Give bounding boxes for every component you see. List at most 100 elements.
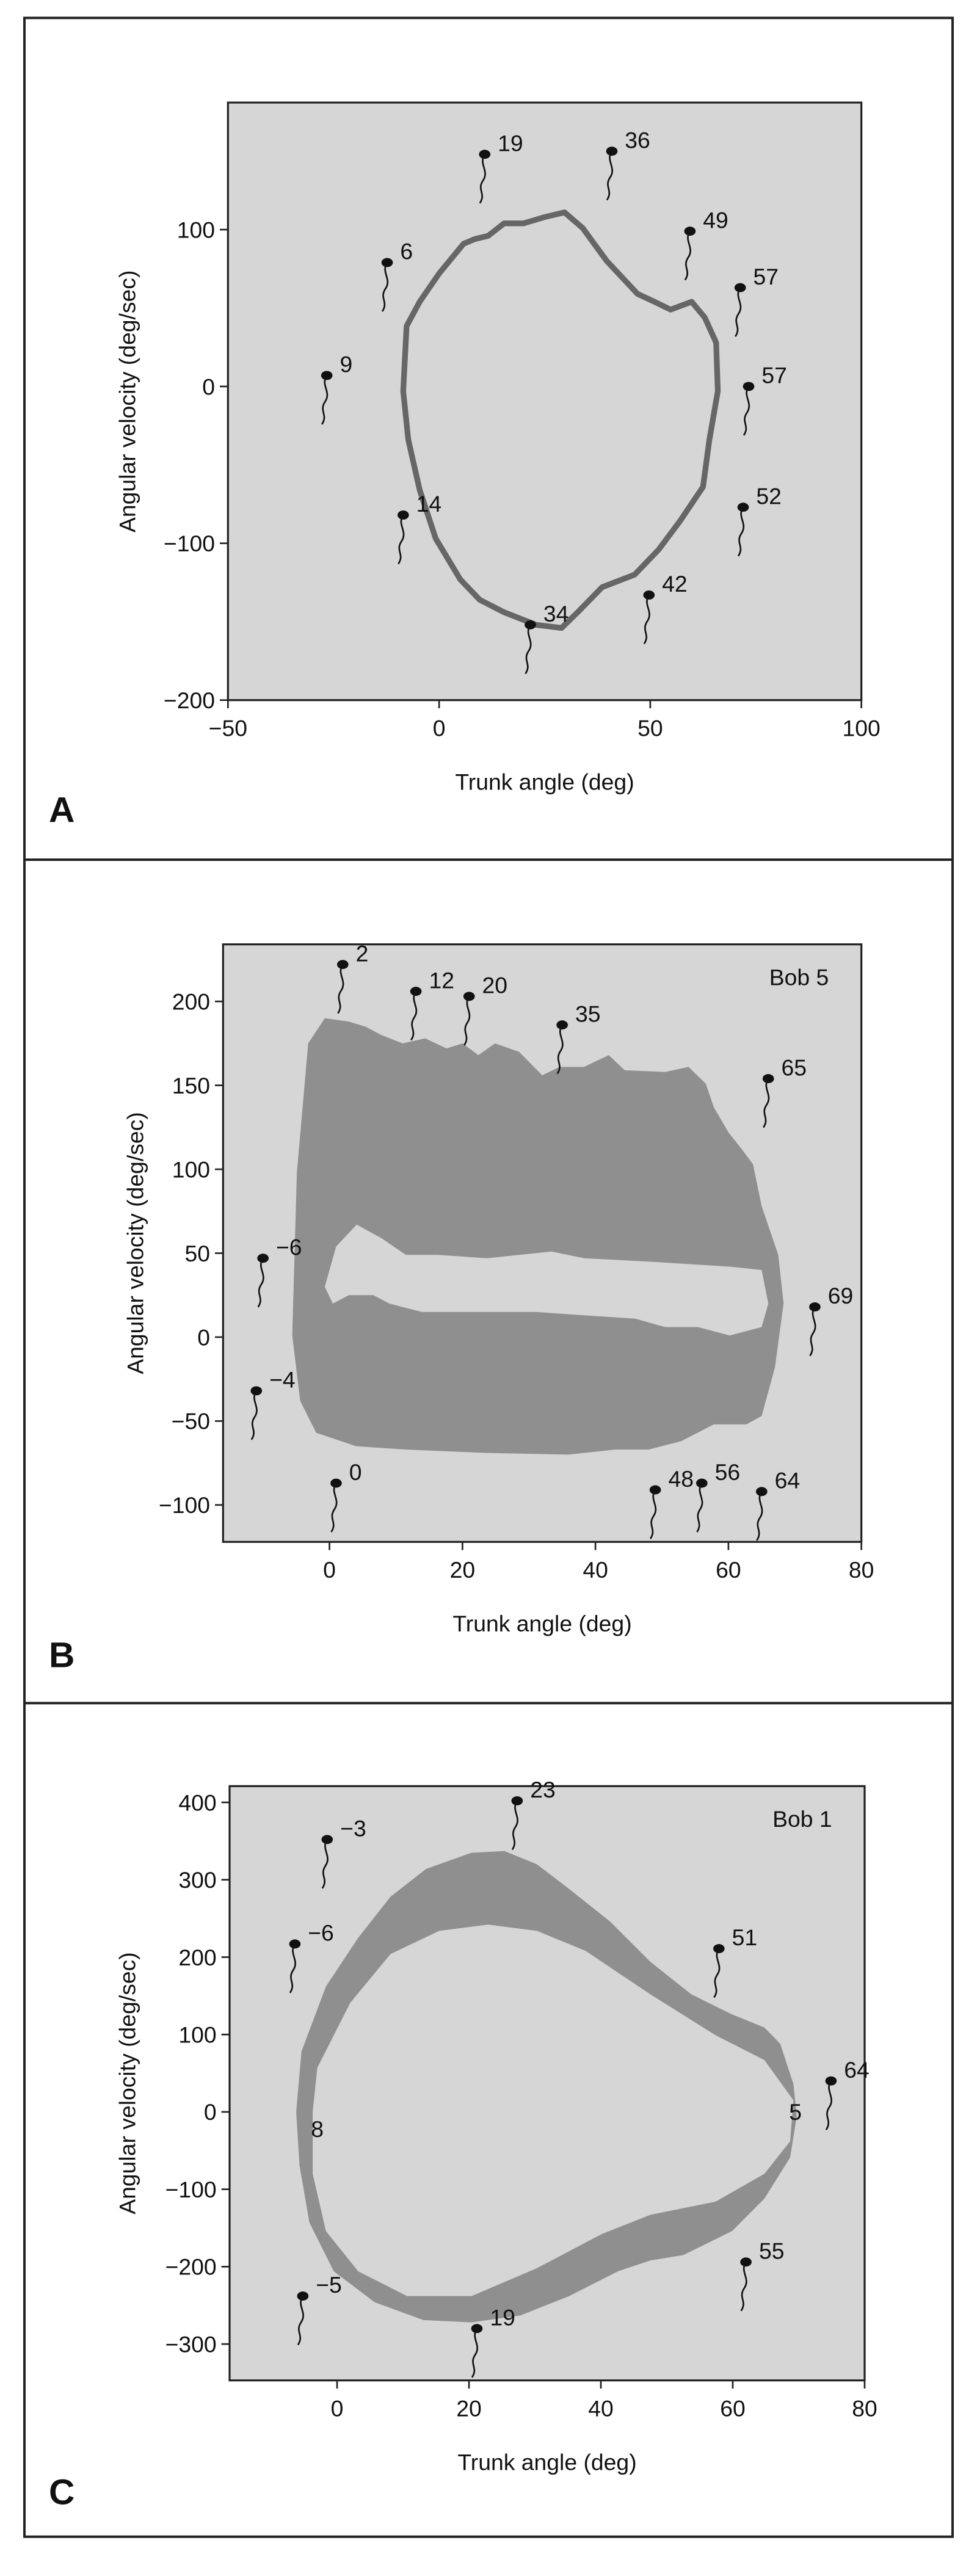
x-tick-label: 40 — [588, 2395, 614, 2421]
marker-tail — [398, 514, 405, 565]
marker-dot — [463, 992, 475, 1001]
y-tick-label: 100 — [178, 2022, 216, 2047]
marker-label: 64 — [775, 1468, 801, 1493]
marker-tail — [763, 1078, 770, 1128]
phase-band-hole — [313, 1925, 794, 2296]
marker-tail — [606, 150, 614, 201]
marker-dot — [825, 2076, 837, 2086]
marker-dot — [381, 258, 393, 267]
marker-dot — [525, 620, 536, 629]
marker-dot — [511, 1796, 523, 1805]
marker-dot — [713, 1944, 725, 1953]
marker-tail — [321, 1839, 329, 1889]
marker-label: 69 — [828, 1283, 854, 1308]
x-tick-label: 80 — [852, 2395, 877, 2421]
y-tick-label: 150 — [172, 1073, 210, 1098]
marker-dot — [321, 1835, 333, 1845]
marker-dot — [250, 1386, 263, 1396]
marker-tail — [410, 990, 418, 1041]
marker-dot — [330, 1478, 342, 1488]
panel-letter: C — [49, 2472, 74, 2512]
y-tick-label: 100 — [177, 217, 215, 242]
marker-label: 0 — [349, 1459, 362, 1485]
marker-dot — [289, 1939, 301, 1949]
marker-dot — [649, 1485, 661, 1495]
chart-title: Bob 1 — [772, 1806, 832, 1832]
marker-label: 20 — [482, 973, 508, 998]
y-tick-label: 0 — [204, 2099, 217, 2125]
marker-tail — [825, 2080, 832, 2130]
x-axis-label: Trunk angle (deg) — [455, 769, 634, 794]
marker-label: 64 — [844, 2057, 870, 2083]
marker-label: 51 — [732, 1925, 758, 1950]
marker-dot — [756, 1487, 768, 1497]
marker-tail — [337, 963, 344, 1014]
marker-dot — [740, 2257, 752, 2267]
marker-label: 57 — [761, 363, 787, 388]
y-tick-label: −100 — [165, 2177, 217, 2202]
y-tick-label: −100 — [164, 531, 215, 556]
marker-tail — [250, 1390, 258, 1440]
marker-label: 56 — [715, 1459, 741, 1485]
marker-label: 36 — [625, 127, 650, 153]
marker-label: −5 — [316, 2272, 342, 2298]
y-tick-label: −200 — [164, 688, 215, 713]
marker-tail — [649, 1489, 657, 1539]
x-tick-label: 0 — [331, 2395, 344, 2421]
marker-label: −4 — [269, 1367, 296, 1393]
point-label: 5 — [789, 2099, 802, 2125]
y-tick-label: 300 — [178, 1867, 216, 1893]
marker-tail — [511, 1800, 518, 1851]
marker-label: 55 — [759, 2238, 785, 2263]
marker-label: 9 — [340, 352, 352, 377]
marker-label: 65 — [782, 1054, 807, 1080]
panel-letter: A — [49, 791, 74, 830]
marker-tail — [330, 1482, 338, 1533]
x-tick-label: 60 — [720, 2395, 746, 2421]
marker-dot — [479, 150, 491, 159]
marker-label: 19 — [490, 2304, 515, 2330]
marker-label: 57 — [754, 264, 779, 289]
x-tick-label: 0 — [323, 1557, 336, 1583]
marker-tail — [684, 230, 691, 281]
marker-tail — [643, 594, 650, 645]
marker-label: 35 — [575, 1001, 601, 1026]
x-tick-label: 80 — [849, 1557, 874, 1583]
phase-band — [292, 1018, 784, 1455]
x-tick-label: 40 — [583, 1557, 608, 1583]
y-axis-label: Angular velocity (deg/sec) — [114, 1952, 140, 2214]
y-tick-label: 200 — [172, 989, 210, 1014]
x-tick-label: 50 — [637, 715, 663, 741]
y-tick-label: −50 — [172, 1409, 210, 1434]
marker-dot — [643, 590, 655, 600]
y-axis-label: Angular velocity (deg/sec) — [114, 270, 140, 532]
marker-dot — [684, 227, 696, 236]
y-tick-label: −100 — [159, 1492, 210, 1518]
marker-dot — [809, 1302, 821, 1312]
marker-tail — [479, 154, 486, 204]
chart-title: Bob 5 — [769, 964, 829, 990]
marker-dot — [696, 1478, 708, 1488]
marker-tail — [743, 386, 750, 436]
marker-label: 14 — [416, 491, 442, 517]
marker-tail — [556, 1024, 564, 1075]
y-axis-label: Angular velocity (deg/sec) — [123, 1112, 148, 1374]
marker-label: 42 — [662, 571, 688, 597]
marker-tail — [257, 1258, 264, 1308]
marker-tail — [525, 624, 532, 675]
marker-dot — [410, 987, 422, 996]
marker-tail — [381, 262, 389, 312]
marker-label: 12 — [429, 967, 454, 993]
x-tick-label: −50 — [209, 715, 247, 741]
marker-dot — [397, 510, 409, 520]
x-tick-label: 20 — [450, 1557, 476, 1583]
marker-label: 23 — [530, 1777, 556, 1802]
marker-tail — [321, 375, 329, 425]
figure-frame — [23, 16, 954, 2538]
marker-tail — [756, 1491, 763, 1541]
marker-label: −3 — [340, 1815, 366, 1841]
marker-tail — [809, 1306, 816, 1357]
marker-label: 34 — [543, 601, 569, 626]
